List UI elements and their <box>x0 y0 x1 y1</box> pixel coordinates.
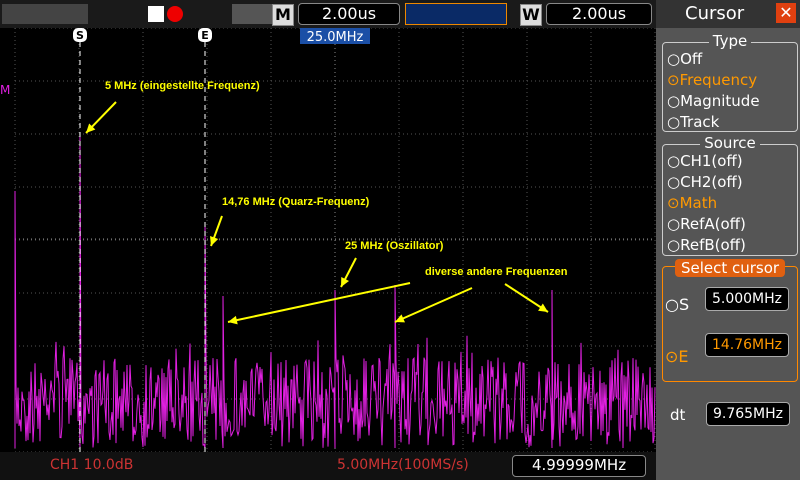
cursor-e-option[interactable]: ⊙E <box>665 347 689 366</box>
source-option[interactable]: ○CH1(off) <box>667 152 743 170</box>
panel-title: Cursor <box>685 3 745 24</box>
select-group: Select cursor ○S 5.000MHz ⊙E 14.76MHz <box>662 259 798 382</box>
option-label: Frequency <box>679 71 758 89</box>
type-option[interactable]: ○Off <box>667 50 703 68</box>
cursor-e-value: 14.76MHz <box>705 333 789 357</box>
option-label: Math <box>679 194 718 212</box>
option-label: Track <box>680 113 720 131</box>
arrow-head <box>538 303 548 312</box>
option-label: Magnitude <box>680 92 760 110</box>
group-title: Source <box>700 134 760 152</box>
mode-label: M <box>272 4 294 26</box>
arrow <box>394 287 473 323</box>
arrow-head <box>228 315 238 325</box>
arrow-head <box>86 123 96 133</box>
option-label: CH2(off) <box>680 173 743 191</box>
option-label: S <box>678 295 690 314</box>
record-icon[interactable] <box>167 6 183 22</box>
toolbar-icons[interactable] <box>2 4 88 24</box>
type-option[interactable]: ⊙Frequency <box>667 71 758 89</box>
math-marker: M <box>0 83 10 97</box>
source-option[interactable]: ○RefB(off) <box>667 236 746 254</box>
frequency-counter: 4.99999MHz <box>512 455 646 477</box>
cursor-s-label: S <box>76 29 84 42</box>
cursor-panel <box>656 0 800 480</box>
annotation: diverse andere Frequenzen <box>425 266 568 278</box>
display: S E 25.0MHz M 5 MHz (eingestellte Freque… <box>0 28 656 452</box>
option-label: CH1(off) <box>680 152 743 170</box>
cursor-s-option[interactable]: ○S <box>665 295 690 314</box>
spectrum-trace <box>14 135 656 449</box>
cursor-e-label: E <box>201 29 209 42</box>
annotation: 25 MHz (Oszillator) <box>345 240 444 252</box>
annotation: 5 MHz (eingestellte Frequenz) <box>105 80 260 92</box>
option-label: RefB(off) <box>680 236 746 254</box>
source-group: Source ○CH1(off) ○CH2(off) ⊙Math ○RefA(o… <box>662 134 798 256</box>
sample-info: 5.00MHz(100MS/s) <box>337 457 469 473</box>
center-frequency: 25.0MHz <box>307 30 364 45</box>
window-indicator <box>405 3 507 25</box>
option-label: E <box>678 347 689 366</box>
cursor-s-value: 5.000MHz <box>705 287 789 311</box>
arrow-head <box>210 236 219 246</box>
group-title: Type <box>708 32 752 50</box>
window-mode: W <box>520 4 542 26</box>
window-time: 2.00us <box>546 3 652 25</box>
arrow-head <box>341 277 350 287</box>
trigger-icon[interactable] <box>148 6 164 22</box>
source-option[interactable]: ○CH2(off) <box>667 173 743 191</box>
type-group: Type ○Off ⊙Frequency ○Magnitude ○Track <box>662 32 798 132</box>
option-label: Off <box>680 50 703 68</box>
annotation: 14,76 MHz (Quarz-Frequenz) <box>222 196 370 208</box>
dt-value: 9.765MHz <box>706 402 790 426</box>
time-base: 2.00us <box>298 3 400 25</box>
dt-label: dt <box>670 406 686 424</box>
arrow-head <box>395 314 405 323</box>
type-option[interactable]: ○Magnitude <box>667 92 760 110</box>
source-option[interactable]: ○RefA(off) <box>667 215 746 233</box>
group-title: Select cursor <box>674 259 786 277</box>
close-button[interactable]: ✕ <box>776 3 796 23</box>
type-option[interactable]: ○Track <box>667 113 720 131</box>
option-label: RefA(off) <box>680 215 746 233</box>
source-option[interactable]: ⊙Math <box>667 194 718 212</box>
channel-info: CH1 10.0dB <box>50 457 134 473</box>
arrow <box>227 282 411 323</box>
